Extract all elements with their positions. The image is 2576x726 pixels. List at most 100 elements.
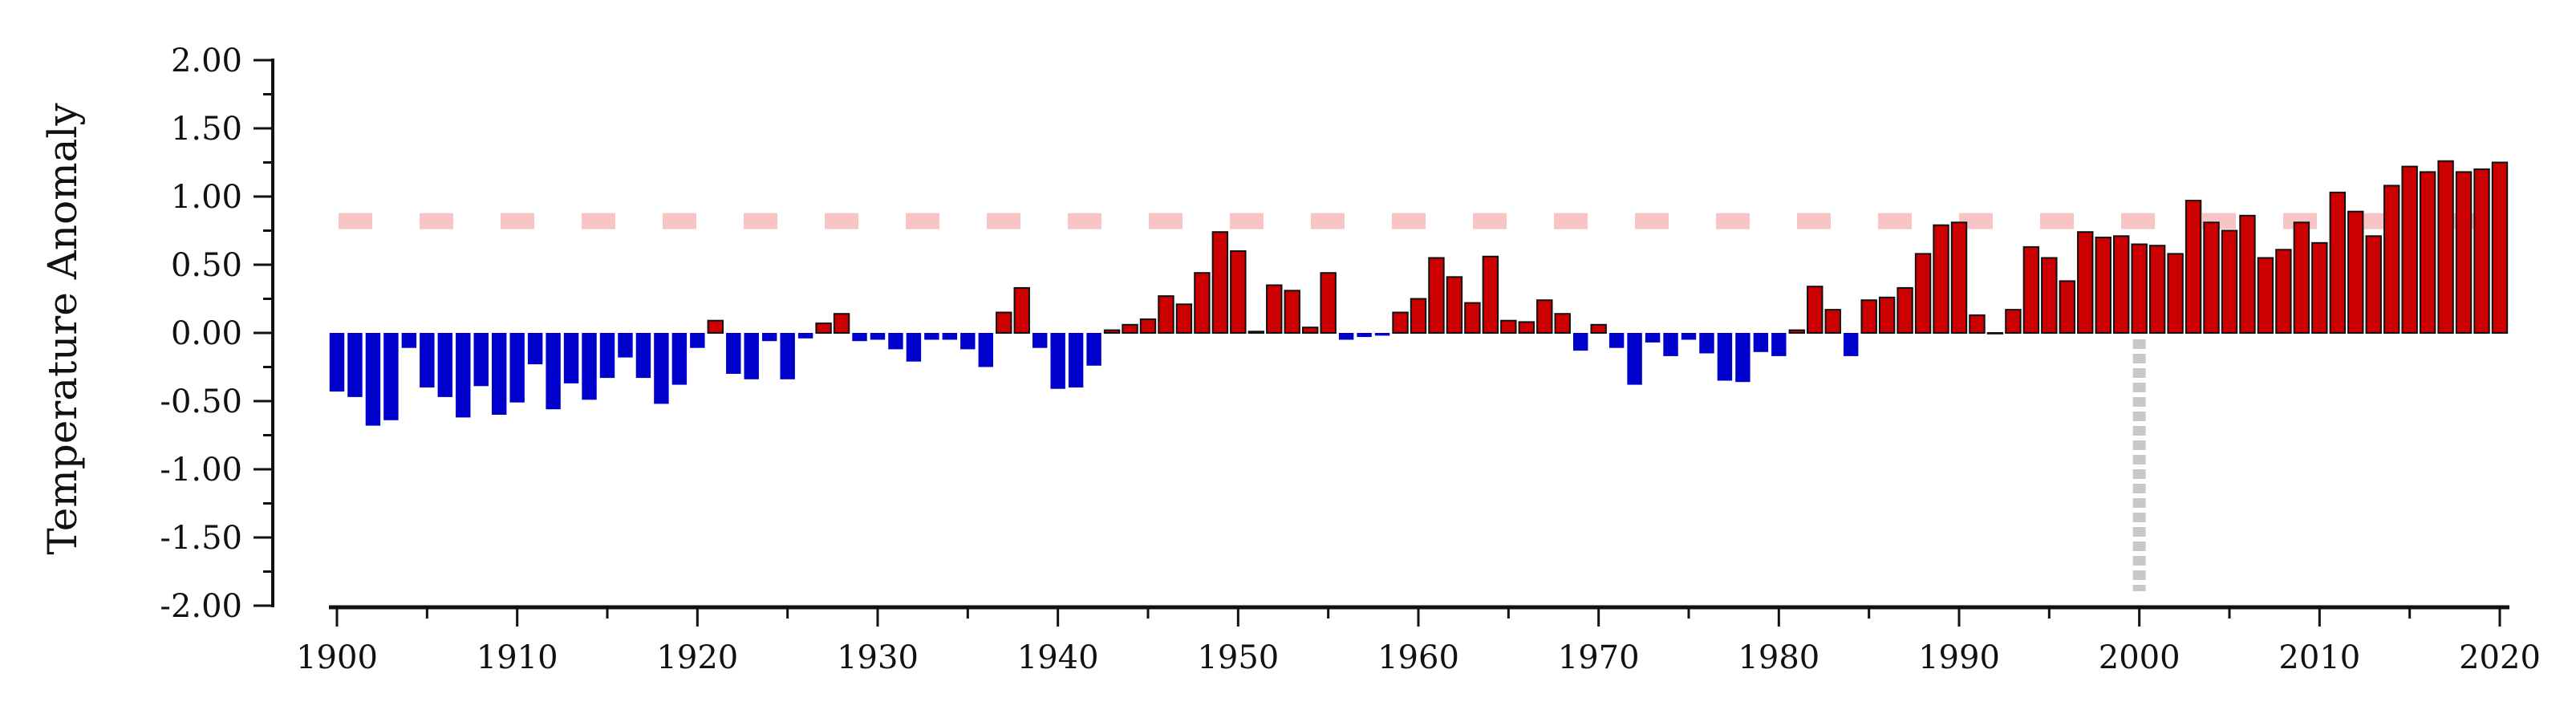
bar-1970 (1590, 323, 1607, 334)
x-tick-label: 2020 (2459, 639, 2541, 676)
x-tick-label: 1980 (1738, 639, 1819, 676)
bar-1917 (635, 333, 651, 379)
bar-2009 (2293, 221, 2310, 334)
bar-1952 (1266, 284, 1283, 334)
bar-1996 (2059, 280, 2076, 334)
bar-1965 (1500, 319, 1517, 335)
bar-1993 (2005, 309, 2022, 335)
bar-1902 (365, 333, 381, 426)
bar-1977 (1717, 333, 1733, 381)
bar-1913 (563, 333, 579, 383)
bar-1921 (707, 319, 724, 335)
bar-2002 (2167, 253, 2184, 334)
bar-1930 (870, 333, 886, 340)
bar-2008 (2275, 249, 2292, 334)
bar-1982 (1807, 286, 1823, 335)
bar-1956 (1338, 333, 1354, 340)
y-tick-label: -0.50 (160, 383, 242, 420)
x-tick-label: 1930 (837, 639, 919, 676)
bar-1979 (1753, 333, 1769, 352)
bars-layer (329, 160, 2509, 426)
bar-1972 (1627, 333, 1642, 385)
bar-1992 (1986, 332, 2004, 335)
bar-1975 (1681, 333, 1697, 340)
bar-1950 (1230, 250, 1247, 334)
bar-1937 (996, 311, 1012, 334)
bar-1922 (726, 333, 741, 374)
y-tick-label: -2.00 (160, 588, 242, 625)
bar-1940 (1050, 333, 1065, 389)
bar-1994 (2022, 245, 2040, 334)
bar-1966 (1518, 321, 1535, 334)
bar-1939 (1032, 333, 1048, 348)
y-tick-label: -1.50 (160, 520, 242, 557)
bar-1984 (1843, 333, 1859, 356)
y-tick-label: 0.00 (171, 315, 242, 352)
bar-1936 (978, 333, 994, 367)
bar-2001 (2148, 245, 2166, 335)
bar-1986 (1878, 296, 1896, 334)
bar-1906 (437, 333, 453, 397)
x-tick-label: 1940 (1017, 639, 1099, 676)
bar-1990 (1950, 221, 1968, 334)
bar-2006 (2239, 214, 2256, 334)
bar-1941 (1068, 333, 1084, 387)
x-tick-label: 2000 (2099, 639, 2180, 676)
bar-1929 (852, 333, 867, 342)
bar-1925 (780, 333, 795, 379)
bar-1932 (906, 333, 922, 362)
bar-1968 (1554, 313, 1571, 335)
bar-1927 (815, 322, 832, 335)
y-axis-title: Temperature Anomaly (39, 103, 86, 555)
bar-1999 (2112, 235, 2130, 334)
bar-1910 (509, 333, 525, 403)
bar-2012 (2347, 210, 2364, 335)
bar-1900 (329, 333, 345, 392)
bar-1912 (546, 333, 561, 410)
bar-1995 (2041, 257, 2058, 334)
y-tick-label: 2.00 (171, 43, 242, 79)
bar-2015 (2401, 165, 2418, 334)
bar-1911 (527, 333, 543, 365)
bar-1985 (1860, 299, 1877, 335)
bar-1935 (960, 333, 976, 350)
bar-1959 (1392, 311, 1409, 334)
x-tick-label: 1920 (656, 639, 738, 676)
bar-1998 (2095, 237, 2112, 334)
bar-2020 (2491, 161, 2509, 334)
bar-1949 (1211, 231, 1229, 335)
x-tick-label: 1910 (477, 639, 558, 676)
bar-2005 (2221, 229, 2238, 334)
bar-1947 (1175, 303, 1193, 334)
bar-1981 (1788, 329, 1806, 335)
x-tick-label: 1960 (1377, 639, 1459, 676)
bar-1926 (797, 333, 813, 339)
bar-2011 (2329, 191, 2347, 334)
bar-2017 (2437, 160, 2454, 334)
bar-1976 (1699, 333, 1714, 354)
bar-1942 (1086, 333, 1101, 366)
bar-1907 (456, 333, 471, 418)
bar-1960 (1410, 298, 1427, 334)
bar-1961 (1428, 257, 1445, 334)
bar-1963 (1464, 302, 1481, 335)
bar-2018 (2455, 171, 2473, 334)
bar-1964 (1482, 255, 1499, 334)
bar-1978 (1735, 333, 1750, 383)
bar-1948 (1194, 272, 1211, 335)
bar-2014 (2383, 185, 2400, 334)
bar-1954 (1301, 326, 1319, 335)
bar-2016 (2419, 171, 2436, 334)
bar-1938 (1013, 286, 1030, 334)
bar-1908 (473, 333, 489, 387)
bar-1946 (1158, 295, 1174, 335)
bar-1914 (582, 333, 597, 400)
x-tick-label: 2010 (2278, 639, 2360, 676)
bar-1971 (1608, 333, 1625, 348)
bar-1988 (1914, 253, 1932, 334)
bar-1991 (1969, 314, 1986, 334)
bar-2010 (2311, 241, 2328, 334)
bar-1973 (1645, 333, 1661, 343)
